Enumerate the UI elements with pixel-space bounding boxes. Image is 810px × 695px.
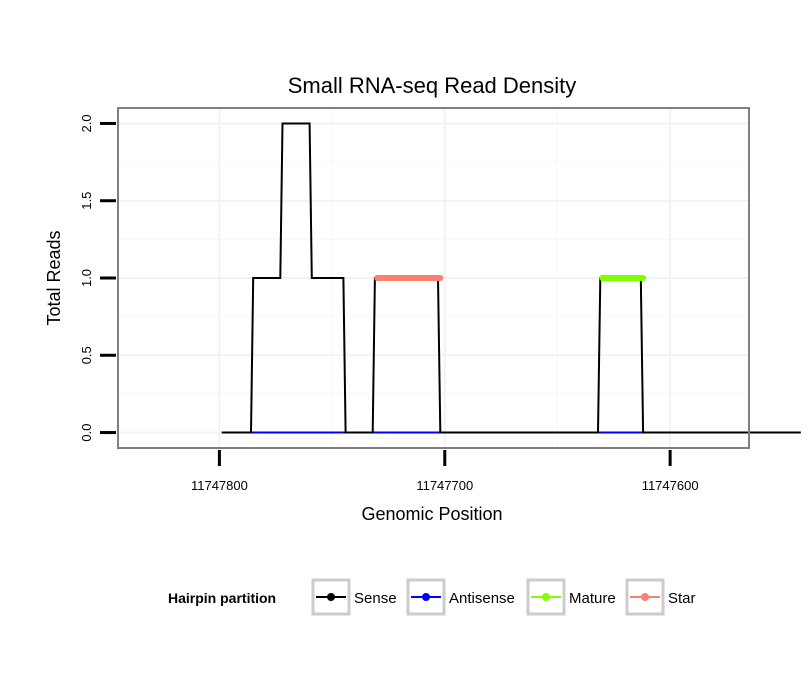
legend-key-dot-mature bbox=[542, 593, 550, 601]
legend-label-mature: Mature bbox=[569, 590, 616, 607]
legend-key-dot-star bbox=[641, 593, 649, 601]
legend-label-sense: Sense bbox=[354, 590, 397, 607]
y-axis: 0.0 0.5 1.0 1.5 2.0 bbox=[79, 114, 116, 442]
y-tick-label-4: 2.0 bbox=[79, 114, 94, 132]
series-layer bbox=[221, 122, 801, 434]
legend-key-dot-antisense bbox=[422, 593, 430, 601]
legend-label-antisense: Antisense bbox=[449, 590, 515, 607]
x-axis-label: Genomic Position bbox=[361, 504, 502, 524]
y-tick-label-0: 0.0 bbox=[79, 424, 94, 442]
x-tick-label-1: 11747700 bbox=[416, 478, 473, 493]
plot-panel-border bbox=[117, 107, 750, 449]
legend-key-mature bbox=[526, 578, 566, 616]
y-tick-label-3: 1.5 bbox=[79, 192, 94, 210]
x-axis: 11747800 11747700 11747600 bbox=[191, 450, 699, 493]
y-tick-label-2: 1.0 bbox=[79, 269, 94, 287]
legend-label-star: Star bbox=[668, 590, 696, 607]
y-axis-label: Total Reads bbox=[44, 230, 64, 325]
y-tick-label-1: 0.5 bbox=[79, 346, 94, 364]
x-tick-label-2: 11747600 bbox=[642, 478, 699, 493]
chart-title: Small RNA-seq Read Density bbox=[288, 73, 577, 98]
legend-key-dot-sense bbox=[327, 593, 335, 601]
x-tick-label-0: 11747800 bbox=[191, 478, 248, 493]
legend-title: Hairpin partition bbox=[168, 590, 276, 606]
legend: Hairpin partition Sense Antisense Mature St… bbox=[168, 578, 696, 616]
